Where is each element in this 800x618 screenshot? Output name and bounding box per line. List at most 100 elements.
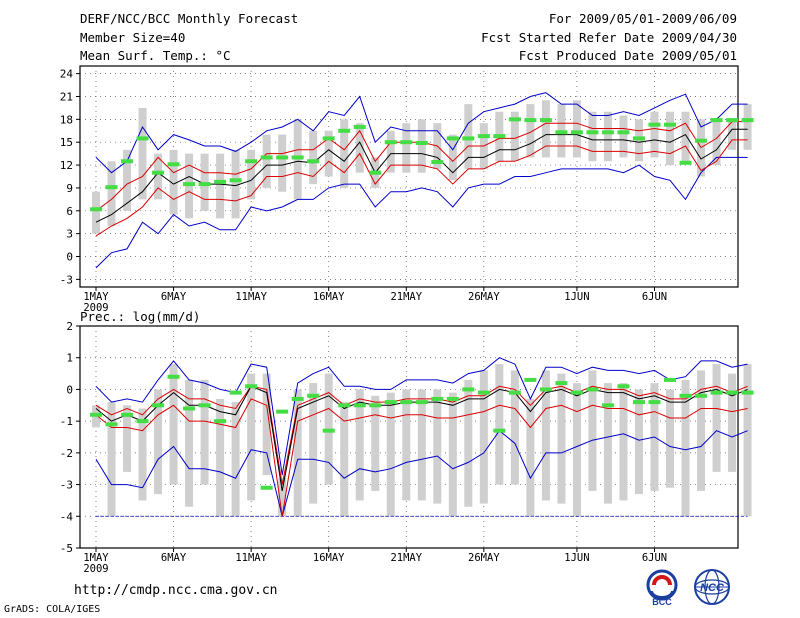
panel1-spread-box	[728, 119, 737, 150]
panel1-observed-mark	[586, 130, 599, 135]
panel1-observed-mark	[508, 117, 521, 122]
panel1-spread-box	[650, 111, 659, 158]
panel1-observed-mark	[462, 136, 475, 141]
panel2-spread-box	[200, 379, 209, 485]
panel2-observed-mark	[508, 390, 521, 395]
panel1-spread-box	[107, 161, 116, 227]
panel1-xtick-label: 21MAY	[390, 291, 422, 303]
panel1-observed-mark	[415, 140, 428, 145]
panel2-observed-mark	[198, 403, 211, 408]
panel1-spread-box	[588, 111, 597, 162]
panel2-xtick-label: 21MAY	[390, 552, 422, 564]
panel1-observed-mark	[601, 130, 614, 135]
panel2-spread-box	[697, 370, 706, 491]
panel1-ytick-label: 6	[66, 205, 73, 218]
panel2-observed-mark	[245, 384, 258, 389]
panel2-observed-mark	[493, 428, 506, 433]
panel2-observed-mark	[152, 403, 165, 408]
panel2-observed-mark	[121, 412, 134, 417]
panel2-spread-box	[355, 389, 364, 501]
panel2-observed-mark	[741, 390, 754, 395]
produced-date: Fcst Produced Date 2009/05/01	[518, 48, 737, 63]
panel2-year-label: 2009	[83, 563, 108, 575]
ncc-logo: NCC	[694, 569, 730, 605]
panel1-observed-mark	[446, 136, 459, 141]
panel2-observed-mark	[307, 393, 320, 398]
panel1-xtick-label: 6JUN	[642, 291, 667, 303]
panel2-observed-mark	[555, 381, 568, 386]
panel1-observed-mark	[617, 130, 630, 135]
panel1-spread-box	[340, 119, 349, 188]
panel2-observed-mark	[322, 428, 335, 433]
panel2-observed-mark	[214, 419, 227, 424]
panel1-frame	[79, 65, 739, 288]
panel2-observed-mark	[229, 390, 242, 395]
panel1-spread-box	[355, 123, 364, 173]
panel1-observed-mark	[322, 136, 335, 141]
panel1-observed-mark	[152, 170, 165, 175]
panel1-spread-box	[247, 149, 256, 200]
panel2-spread-box	[572, 383, 581, 517]
panel2-observed-mark	[105, 422, 118, 427]
panel2-observed-mark	[586, 387, 599, 392]
panel1-spread-box	[169, 149, 178, 215]
panel2-spread-box	[666, 389, 675, 488]
panel1-spread-box	[603, 111, 612, 162]
panel1-observed-mark	[291, 155, 304, 160]
panel1-year-label: 2009	[83, 302, 108, 314]
panel2-spread-box	[123, 405, 132, 472]
panel2-observed-mark	[183, 406, 196, 411]
panel1-xtick-label: 6MAY	[161, 291, 187, 303]
panel2-observed-mark	[384, 400, 397, 405]
panel1-observed-mark	[539, 118, 552, 123]
source-url[interactable]: http://cmdp.ncc.cma.gov.cn	[74, 583, 278, 598]
panel2-spread-box	[169, 364, 178, 485]
panel1-observed-mark	[664, 122, 677, 127]
panel1-ytick-label: 18	[60, 113, 73, 126]
panel2-spread-box	[712, 364, 721, 472]
panel1-ytick-label: 9	[66, 182, 73, 195]
svg-text:BCC: BCC	[652, 597, 672, 607]
panel1-ytick-label: 0	[66, 251, 73, 264]
panel2-observed-mark	[710, 390, 723, 395]
panel2-ytick-label: -2	[60, 447, 73, 460]
panel2-observed-mark	[539, 387, 552, 392]
panel1-spread-box	[138, 107, 147, 200]
panel1-spread-box	[417, 119, 426, 173]
panel1-observed-mark	[679, 160, 692, 165]
panel2-spread-box	[743, 364, 752, 517]
panel2-spread-box	[634, 389, 643, 495]
panel1-observed-mark	[229, 178, 242, 183]
panel1-spread-box	[216, 153, 225, 219]
panel1-ytick-label: 3	[66, 228, 73, 241]
panel2-observed-mark	[260, 485, 273, 490]
panel2-observed-mark	[136, 419, 149, 424]
panel1-spread-box	[324, 130, 333, 177]
panel2-spread-box	[526, 398, 535, 517]
panel2-observed-mark	[477, 390, 490, 395]
panel2-spread-box	[309, 383, 318, 504]
panel1-observed-mark	[260, 155, 273, 160]
bcc-logo: BCC	[646, 569, 678, 607]
panel2-spread-box	[154, 389, 163, 495]
panel1-observed-mark	[524, 118, 537, 123]
panel1-ytick-label: -3	[60, 273, 73, 286]
panel2-spread-box	[231, 402, 240, 517]
panel2-observed-mark	[462, 387, 475, 392]
panel1-ytick-label: 21	[60, 90, 73, 103]
panel2-observed-mark	[524, 377, 537, 382]
panel2-spread-box	[603, 383, 612, 504]
panel2-lower-line	[95, 398, 748, 517]
panel2-spread-box	[495, 364, 504, 485]
panel2-observed-mark	[90, 412, 102, 417]
variable-temp-label: Mean Surf. Temp.: °C	[80, 48, 231, 63]
panel1-observed-mark	[245, 159, 258, 164]
panel1-observed-mark	[105, 185, 118, 190]
panel1-spread-box	[309, 130, 318, 185]
panel1-spread-box	[262, 134, 271, 188]
panel1-observed-mark	[384, 140, 397, 145]
panel1-observed-mark	[400, 140, 413, 145]
panel2-xtick-label: 6JUN	[642, 552, 667, 564]
panel2-observed-mark	[617, 384, 630, 389]
panel1-observed-mark	[338, 128, 351, 133]
